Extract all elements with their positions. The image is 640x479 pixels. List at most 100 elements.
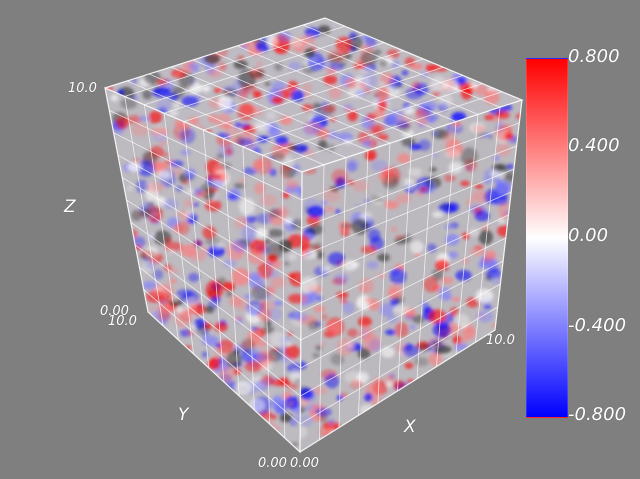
noise-blob xyxy=(432,211,444,218)
noise-blob xyxy=(127,162,141,172)
noise-blob xyxy=(431,130,439,136)
noise-blob xyxy=(110,94,119,102)
noise-blob xyxy=(418,139,431,152)
noise-blob xyxy=(304,48,315,58)
noise-blob xyxy=(290,370,302,382)
noise-blob xyxy=(334,209,341,214)
noise-blob xyxy=(496,143,511,157)
noise-blob xyxy=(180,310,192,322)
noise-blob xyxy=(187,62,200,70)
noise-blob xyxy=(420,187,428,192)
noise-blob xyxy=(271,96,284,105)
noise-blob xyxy=(244,360,263,372)
noise-blob xyxy=(338,221,352,232)
grid-line xyxy=(126,199,302,313)
noise-blob xyxy=(308,223,323,235)
noise-blob xyxy=(268,307,283,321)
noise-blob xyxy=(426,116,436,124)
noise-blob xyxy=(176,307,183,313)
noise-blob xyxy=(324,373,340,389)
grid-line xyxy=(203,58,424,131)
noise-blob xyxy=(217,171,228,182)
noise-blob xyxy=(377,253,390,262)
noise-blob xyxy=(484,188,500,204)
noise-blob xyxy=(150,145,164,158)
noise-blob xyxy=(158,141,168,146)
noise-blob xyxy=(465,199,474,206)
noise-blob xyxy=(449,307,459,317)
noise-blob xyxy=(461,323,468,327)
noise-blob xyxy=(255,41,270,52)
grid-line xyxy=(299,306,498,425)
noise-blob xyxy=(333,273,349,285)
noise-blob xyxy=(322,266,331,272)
noise-blob xyxy=(307,320,320,330)
noise-blob xyxy=(456,76,466,85)
noise-blob xyxy=(131,209,143,221)
noise-blob xyxy=(497,218,506,224)
noise-blob xyxy=(222,259,237,268)
noise-blob xyxy=(468,228,480,237)
noise-blob xyxy=(263,238,271,245)
noise-blob xyxy=(488,271,506,285)
noise-blob xyxy=(271,378,287,387)
noise-blob xyxy=(380,72,394,86)
noise-blob xyxy=(252,159,266,170)
grid-line xyxy=(139,266,301,397)
noise-blob xyxy=(183,199,194,207)
noise-blob xyxy=(361,117,376,131)
noise-blob xyxy=(223,123,231,130)
noise-blob xyxy=(300,235,311,251)
grid-line xyxy=(300,260,504,369)
noise-blob xyxy=(444,174,456,182)
noise-blob xyxy=(342,260,358,271)
noise-blob xyxy=(251,325,258,333)
grid-line xyxy=(242,75,464,148)
noise-blob xyxy=(312,353,320,358)
noise-blob xyxy=(499,213,508,219)
noise-blob xyxy=(244,214,256,224)
noise-blob xyxy=(285,179,299,190)
noise-blob xyxy=(283,261,290,266)
noise-blob xyxy=(233,182,245,189)
noise-blob xyxy=(187,272,200,283)
noise-blob xyxy=(474,210,490,222)
noise-blob xyxy=(264,82,271,86)
noise-blob xyxy=(162,198,179,210)
noise-blob xyxy=(475,288,494,303)
noise-blob xyxy=(152,125,167,138)
noise-blob xyxy=(241,224,258,241)
noise-blob xyxy=(448,251,459,259)
noise-blob xyxy=(336,337,355,356)
noise-blob xyxy=(341,392,348,398)
noise-blob xyxy=(438,203,457,214)
noise-blob xyxy=(249,398,265,413)
noise-blob xyxy=(255,379,269,392)
z-axis-min-label: 0.00 xyxy=(100,304,129,319)
noise-blob xyxy=(273,300,283,306)
noise-blob xyxy=(193,240,203,247)
cube-edges xyxy=(104,17,524,454)
grid-line xyxy=(262,83,483,156)
noise-blob xyxy=(414,253,421,257)
noise-blob xyxy=(254,69,265,78)
noise-blob xyxy=(414,357,430,367)
noise-blob xyxy=(326,319,343,335)
noise-blob xyxy=(460,337,469,343)
noise-blob xyxy=(265,110,277,120)
noise-blob xyxy=(474,84,488,96)
noise-blob xyxy=(279,412,293,423)
noise-blob xyxy=(214,322,228,333)
noise-blob xyxy=(202,85,211,93)
noise-blob xyxy=(393,84,403,89)
noise-blob xyxy=(466,297,479,308)
noise-blob xyxy=(277,31,292,42)
noise-blob xyxy=(234,122,243,128)
noise-blob xyxy=(260,135,271,142)
colorbar-tick-low: -0.400 xyxy=(568,315,627,336)
noise-blob xyxy=(156,99,172,113)
noise-blob xyxy=(222,281,236,291)
noise-blob xyxy=(231,267,250,286)
